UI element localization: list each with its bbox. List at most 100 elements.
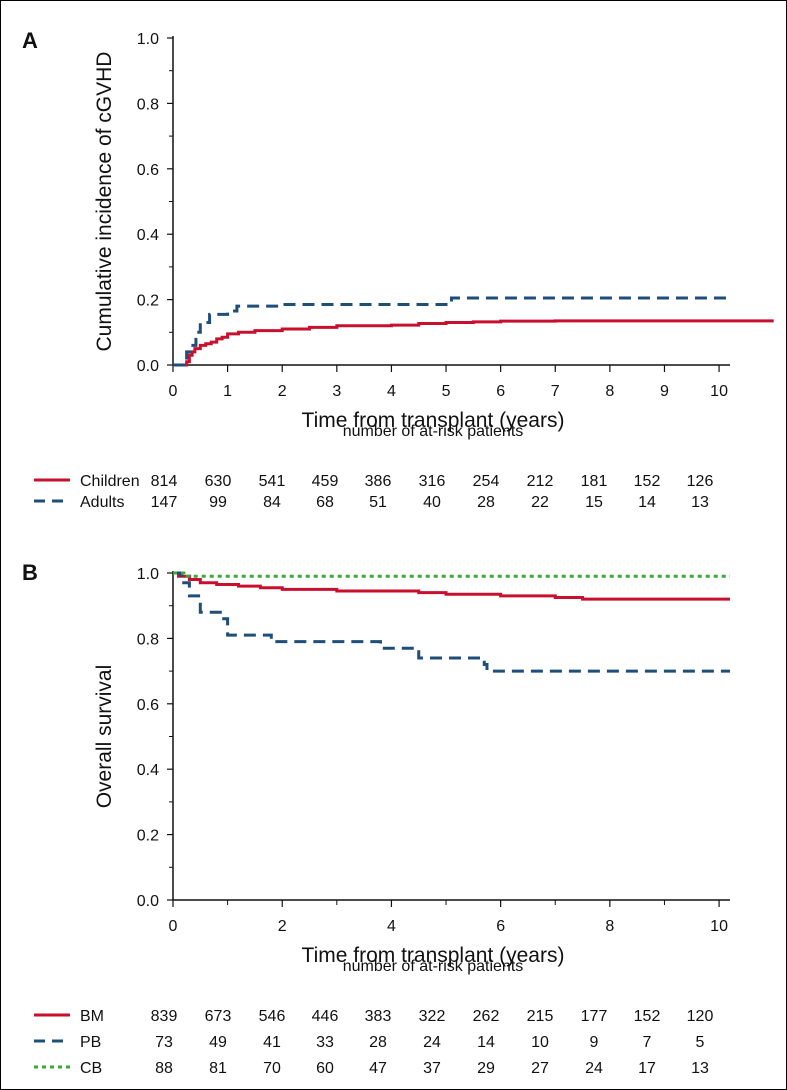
risk-count: 147	[151, 494, 178, 511]
risk-count: 546	[259, 1008, 286, 1025]
y-axis-title: Overall survival	[93, 665, 116, 809]
risk-count: 73	[155, 1034, 173, 1051]
risk-count: 60	[316, 1060, 334, 1077]
risk-count: 14	[477, 1034, 495, 1051]
risk-count: 152	[634, 1008, 661, 1025]
x-tick-label: 6	[496, 918, 505, 935]
risk-count: 27	[531, 1060, 549, 1077]
risk-count: 181	[581, 473, 608, 490]
x-tick-label: 8	[605, 383, 614, 400]
x-tick-label: 7	[551, 383, 560, 400]
y-tick-label: 0.4	[137, 762, 159, 779]
risk-count: 383	[365, 1008, 392, 1025]
risk-count: 15	[585, 494, 603, 511]
y-tick-label: 0.0	[137, 358, 159, 375]
risk-count: 28	[369, 1034, 387, 1051]
risk-count: 814	[151, 473, 178, 490]
risk-count: 13	[691, 1060, 709, 1077]
x-tick-label: 0	[169, 918, 178, 935]
risk-count: 386	[365, 473, 392, 490]
series-line-cb	[173, 571, 730, 578]
risk-count: 28	[477, 494, 495, 511]
risk-count: 212	[527, 473, 554, 490]
risk-count: 70	[263, 1060, 281, 1077]
risk-count: 9	[590, 1034, 599, 1051]
y-tick-label: 1.0	[137, 31, 159, 48]
x-tick-label: 10	[710, 918, 728, 935]
risk-count: 81	[209, 1060, 227, 1077]
panel-letter: B	[22, 560, 38, 585]
risk-count: 5	[696, 1034, 705, 1051]
x-tick-label: 2	[278, 918, 287, 935]
risk-count: 126	[687, 473, 714, 490]
x-tick-label: 8	[605, 918, 614, 935]
x-tick-label: 6	[496, 383, 505, 400]
x-axis-title: Time from transplant (years)	[302, 944, 565, 967]
risk-count: 24	[423, 1034, 441, 1051]
risk-count: 41	[263, 1034, 281, 1051]
risk-count: 99	[209, 494, 227, 511]
risk-count: 84	[263, 494, 281, 511]
risk-count: 29	[477, 1060, 495, 1077]
series-line-children	[173, 319, 774, 367]
y-tick-label: 0.0	[137, 893, 159, 910]
risk-count: 316	[419, 473, 446, 490]
x-tick-label: 2	[278, 383, 287, 400]
risk-count: 446	[312, 1008, 339, 1025]
risk-count: 13	[691, 494, 709, 511]
legend-label-adults: Adults	[80, 494, 124, 511]
x-tick-label: 4	[387, 918, 396, 935]
risk-count: 40	[423, 494, 441, 511]
risk-count: 262	[473, 1008, 500, 1025]
risk-count: 254	[473, 473, 500, 490]
risk-count: 33	[316, 1034, 334, 1051]
risk-table-title: number of at-risk patients	[343, 423, 524, 440]
risk-count: 10	[531, 1034, 549, 1051]
risk-count: 215	[527, 1008, 554, 1025]
risk-count: 49	[209, 1034, 227, 1051]
y-tick-label: 1.0	[137, 566, 159, 583]
risk-count: 177	[581, 1008, 608, 1025]
risk-count: 24	[585, 1060, 603, 1077]
risk-count: 630	[205, 473, 232, 490]
risk-count: 7	[643, 1034, 652, 1051]
risk-count: 839	[151, 1008, 178, 1025]
risk-count: 22	[531, 494, 549, 511]
risk-count: 673	[205, 1008, 232, 1025]
x-tick-label: 10	[710, 383, 728, 400]
x-tick-label: 3	[332, 383, 341, 400]
y-tick-label: 0.6	[137, 162, 159, 179]
panel-letter: A	[22, 28, 38, 53]
x-tick-label: 9	[660, 383, 669, 400]
risk-count: 120	[687, 1008, 714, 1025]
x-tick-label: 4	[387, 383, 396, 400]
series-line-adults	[173, 296, 730, 367]
legend-label-pb: PB	[80, 1034, 101, 1051]
legend-label-bm: BM	[80, 1008, 104, 1025]
x-tick-label: 1	[223, 383, 232, 400]
risk-count: 47	[369, 1060, 387, 1077]
y-tick-label: 0.8	[137, 631, 159, 648]
legend-label-children: Children	[80, 473, 140, 490]
x-tick-label: 0	[169, 383, 178, 400]
risk-count: 14	[638, 494, 656, 511]
risk-count: 68	[316, 494, 334, 511]
risk-count: 541	[259, 473, 286, 490]
risk-count: 322	[419, 1008, 446, 1025]
risk-count: 37	[423, 1060, 441, 1077]
x-axis-title: Time from transplant (years)	[302, 409, 565, 432]
legend-label-cb: CB	[80, 1060, 102, 1077]
risk-count: 88	[155, 1060, 173, 1077]
y-tick-label: 0.4	[137, 227, 159, 244]
series-line-pb	[173, 571, 730, 673]
risk-table-title: number of at-risk patients	[343, 958, 524, 975]
risk-count: 152	[634, 473, 661, 490]
risk-count: 17	[638, 1060, 656, 1077]
risk-count: 459	[312, 473, 339, 490]
series-line-bm	[173, 571, 730, 601]
y-tick-label: 0.6	[137, 697, 159, 714]
risk-count: 51	[369, 494, 387, 511]
x-tick-label: 5	[442, 383, 451, 400]
